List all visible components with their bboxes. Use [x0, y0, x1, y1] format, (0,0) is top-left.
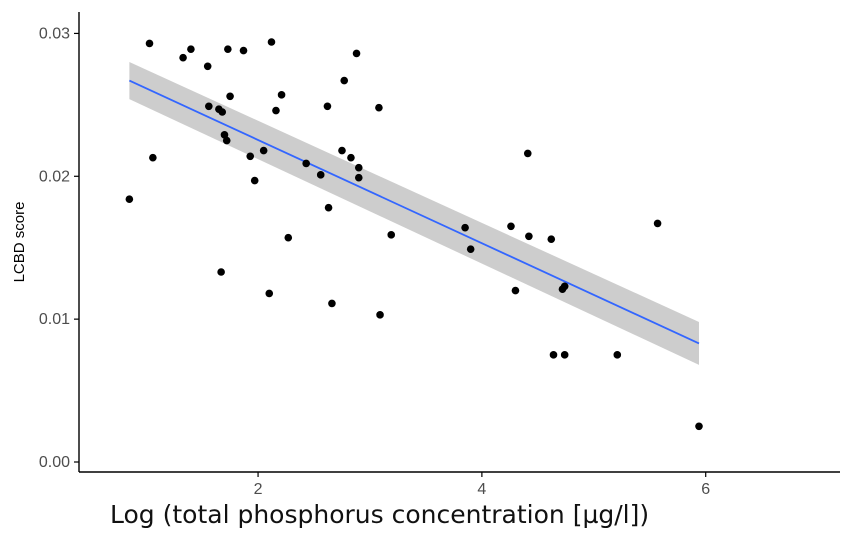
regression-line — [128, 79, 700, 345]
data-point-17 — [259, 146, 268, 155]
x-tick-label: 6 — [701, 481, 710, 498]
data-point-8 — [218, 108, 227, 116]
data-point-10 — [222, 136, 231, 145]
data-point-34 — [375, 103, 383, 112]
data-point-9 — [220, 131, 229, 139]
data-point-20 — [272, 106, 280, 115]
data-point-31 — [352, 49, 361, 58]
data-point-21 — [277, 91, 286, 99]
confidence-band-layer — [129, 62, 699, 365]
data-point-4 — [187, 45, 195, 53]
data-point-22 — [284, 233, 293, 242]
y-tick-label: 0.03 — [39, 25, 70, 42]
data-point-23 — [302, 159, 310, 168]
data-point-46 — [560, 282, 569, 291]
data-point-39 — [507, 222, 515, 231]
y-tick-label: 0.02 — [39, 168, 70, 185]
ticks-layer: 0.00 0.01 0.02 0.03 2 4 6 — [39, 25, 710, 498]
data-point-13 — [217, 268, 225, 276]
data-point-50 — [695, 422, 703, 431]
x-axis-label: Log (total phosphorus concentration [µg/… — [110, 500, 650, 529]
data-point-3 — [179, 53, 187, 62]
data-point-24 — [316, 171, 325, 179]
data-point-41 — [523, 149, 532, 158]
data-point-33 — [354, 173, 363, 182]
data-point-11 — [224, 45, 232, 53]
x-tick-label: 2 — [254, 481, 263, 498]
data-point-37 — [461, 223, 469, 232]
data-point-42 — [525, 232, 533, 241]
data-point-14 — [239, 46, 248, 55]
data-point-6 — [205, 102, 213, 111]
data-point-19 — [267, 38, 276, 46]
data-point-43 — [547, 235, 556, 243]
data-point-40 — [511, 286, 520, 295]
data-point-16 — [250, 176, 259, 185]
data-point-15 — [246, 152, 255, 161]
data-point-18 — [265, 289, 274, 298]
confidence-band — [129, 62, 699, 365]
data-point-48 — [613, 351, 622, 359]
data-point-30 — [347, 153, 355, 162]
data-point-35 — [376, 311, 384, 319]
data-points-layer — [125, 38, 703, 431]
data-point-28 — [338, 146, 346, 155]
data-point-12 — [226, 92, 234, 101]
data-point-32 — [354, 163, 363, 172]
data-point-44 — [549, 351, 558, 359]
data-point-36 — [387, 231, 396, 239]
y-axis-label: LCBD score — [11, 202, 28, 283]
data-point-1 — [145, 39, 154, 48]
data-point-38 — [466, 245, 475, 253]
y-tick-label: 0.00 — [39, 454, 70, 471]
data-point-2 — [149, 153, 157, 162]
data-point-47 — [560, 351, 569, 359]
data-point-26 — [324, 203, 333, 212]
data-point-27 — [328, 299, 336, 308]
data-point-49 — [653, 219, 662, 228]
data-point-25 — [323, 102, 332, 111]
x-tick-label: 4 — [477, 481, 486, 498]
data-point-5 — [203, 62, 212, 71]
y-tick-label: 0.01 — [39, 311, 70, 328]
data-point-0 — [125, 195, 134, 203]
fit-line-layer — [128, 79, 700, 345]
data-point-29 — [340, 76, 349, 85]
axes-layer — [78, 12, 840, 473]
